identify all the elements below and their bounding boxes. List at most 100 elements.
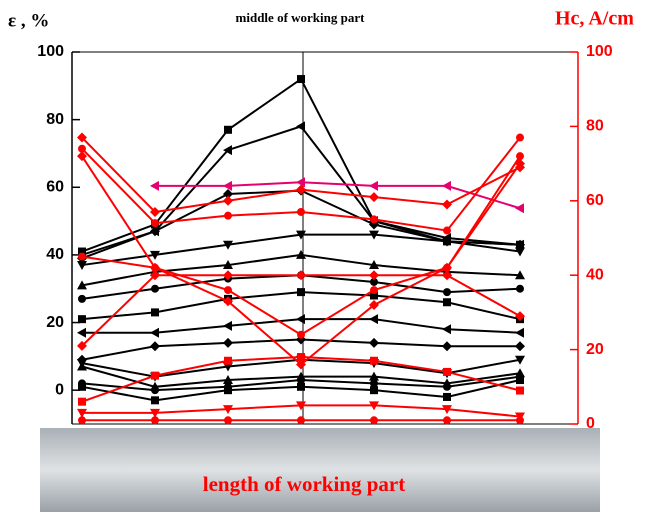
data-point xyxy=(515,247,525,257)
data-point xyxy=(150,226,160,237)
series-line xyxy=(155,181,521,210)
data-point xyxy=(150,250,160,260)
data-point xyxy=(150,327,159,338)
data-point xyxy=(78,144,86,153)
data-point xyxy=(77,327,86,338)
data-point xyxy=(515,327,524,338)
data-point xyxy=(150,341,160,352)
data-point xyxy=(516,416,524,425)
data-point xyxy=(150,270,160,281)
data-point xyxy=(370,286,378,295)
data-point xyxy=(223,375,233,385)
data-point xyxy=(224,416,232,425)
series-line xyxy=(81,253,521,287)
data-point xyxy=(443,263,451,272)
data-point xyxy=(77,261,87,271)
data-point xyxy=(150,206,160,217)
data-point xyxy=(223,240,233,250)
data-point xyxy=(78,252,86,261)
data-point xyxy=(370,215,378,224)
data-point xyxy=(297,416,305,425)
data-point xyxy=(297,288,305,297)
data-point xyxy=(151,284,159,293)
data-point xyxy=(369,230,379,240)
y-tick-label: 40 xyxy=(46,246,64,263)
y2-tick-label: 40 xyxy=(586,266,604,283)
data-point xyxy=(370,379,378,388)
data-point xyxy=(296,230,306,240)
data-point xyxy=(223,260,233,270)
data-point xyxy=(296,359,306,370)
data-point xyxy=(224,286,232,295)
y2-axis-label: Hc, A/cm xyxy=(555,8,634,30)
data-point xyxy=(515,239,525,250)
data-point xyxy=(297,353,305,362)
data-point xyxy=(515,311,525,322)
data-point xyxy=(516,152,524,161)
data-point xyxy=(515,355,525,365)
data-point xyxy=(442,237,452,247)
data-point xyxy=(223,337,233,348)
data-point xyxy=(296,249,306,259)
data-point xyxy=(296,184,306,195)
data-point xyxy=(78,382,86,391)
data-point xyxy=(297,330,305,339)
data-point xyxy=(515,341,525,352)
data-point xyxy=(370,356,378,365)
data-point xyxy=(223,145,232,156)
series-line xyxy=(81,291,521,321)
data-point xyxy=(296,401,306,411)
data-point xyxy=(369,337,379,348)
data-point xyxy=(369,371,379,381)
data-point xyxy=(297,207,305,216)
data-point xyxy=(443,298,451,307)
data-point xyxy=(443,392,451,401)
y-tick-label: 80 xyxy=(46,111,64,128)
data-point xyxy=(224,356,232,365)
data-point xyxy=(77,151,87,162)
data-point xyxy=(78,315,86,324)
data-point xyxy=(77,408,87,418)
y2-tick-label: 100 xyxy=(586,43,613,60)
data-point xyxy=(369,180,378,191)
data-point xyxy=(370,277,378,286)
y2-tick-label: 0 xyxy=(586,415,595,432)
data-point xyxy=(443,288,451,297)
data-point xyxy=(296,121,305,132)
data-point xyxy=(370,386,378,395)
data-point xyxy=(515,270,525,280)
y2-tick-label: 60 xyxy=(586,192,604,209)
data-point xyxy=(223,296,233,307)
data-point xyxy=(442,180,451,191)
data-point xyxy=(443,226,451,235)
y-tick-label: 60 xyxy=(46,178,64,195)
data-point xyxy=(77,361,87,371)
data-point xyxy=(151,371,159,380)
data-point xyxy=(369,314,378,325)
data-point xyxy=(223,195,233,206)
data-point xyxy=(370,416,378,425)
data-point xyxy=(442,405,452,415)
data-point xyxy=(516,284,524,293)
data-point xyxy=(150,180,159,191)
data-point xyxy=(223,320,232,331)
data-point xyxy=(296,270,306,281)
data-point xyxy=(516,133,524,142)
data-point xyxy=(297,376,305,385)
y-tick-label: 20 xyxy=(46,314,64,331)
data-point xyxy=(515,203,524,214)
chart-title: middle of working part xyxy=(236,10,366,25)
data-point xyxy=(224,386,232,395)
data-point xyxy=(442,341,452,352)
data-point xyxy=(151,386,159,395)
data-point xyxy=(297,75,305,84)
data-point xyxy=(223,270,233,281)
data-point xyxy=(77,132,87,143)
data-point xyxy=(443,367,451,376)
data-point xyxy=(443,416,451,425)
data-point xyxy=(224,211,232,220)
data-point xyxy=(151,396,159,405)
data-point xyxy=(223,405,233,415)
y2-tick-label: 20 xyxy=(586,341,604,358)
